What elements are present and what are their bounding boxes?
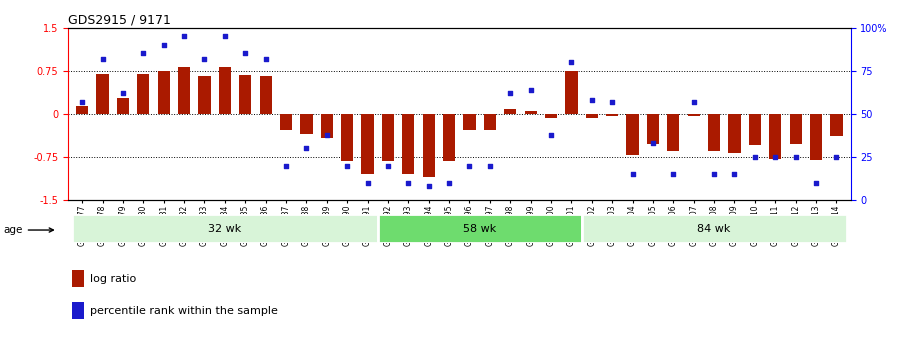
Bar bbox=[377, 214, 582, 243]
Bar bbox=[382, 114, 394, 161]
Bar bbox=[361, 114, 374, 174]
Text: GDS2915 / 9171: GDS2915 / 9171 bbox=[68, 13, 171, 27]
Bar bbox=[178, 67, 190, 114]
Bar bbox=[545, 114, 557, 118]
Point bbox=[217, 33, 232, 39]
Bar bbox=[484, 114, 496, 130]
Point bbox=[95, 56, 110, 61]
Point bbox=[462, 163, 477, 168]
Point bbox=[728, 171, 742, 177]
Point bbox=[564, 59, 578, 65]
Bar bbox=[76, 106, 89, 114]
Point bbox=[136, 51, 150, 56]
Bar bbox=[72, 214, 377, 243]
Bar bbox=[320, 114, 333, 138]
Bar bbox=[606, 114, 618, 116]
Bar bbox=[198, 77, 211, 114]
Point bbox=[381, 163, 395, 168]
Bar bbox=[239, 75, 252, 114]
Bar bbox=[423, 114, 434, 177]
Point bbox=[116, 90, 130, 96]
Bar bbox=[830, 114, 843, 136]
Bar bbox=[117, 98, 129, 114]
Point bbox=[645, 140, 660, 146]
Bar bbox=[748, 114, 761, 146]
Point bbox=[259, 56, 273, 61]
Point bbox=[585, 97, 599, 103]
Point bbox=[422, 184, 436, 189]
Bar bbox=[586, 114, 598, 118]
Point bbox=[300, 146, 314, 151]
Point bbox=[809, 180, 824, 186]
Bar bbox=[789, 114, 802, 144]
Bar bbox=[260, 77, 271, 114]
Point bbox=[157, 42, 171, 48]
Point bbox=[625, 171, 640, 177]
Point bbox=[401, 180, 415, 186]
Point bbox=[238, 51, 252, 56]
Bar bbox=[647, 114, 659, 144]
Bar bbox=[769, 114, 781, 159]
Bar bbox=[97, 73, 109, 114]
Bar bbox=[504, 109, 517, 114]
Point bbox=[176, 33, 191, 39]
Bar bbox=[138, 73, 149, 114]
Bar bbox=[566, 71, 577, 114]
Point bbox=[340, 163, 355, 168]
Bar bbox=[708, 114, 720, 151]
Bar bbox=[402, 114, 414, 174]
Bar bbox=[443, 114, 455, 161]
Bar bbox=[810, 114, 822, 160]
Bar bbox=[667, 114, 680, 151]
Bar bbox=[525, 111, 537, 114]
Point bbox=[197, 56, 212, 61]
Bar bbox=[72, 270, 83, 287]
Bar bbox=[280, 114, 292, 130]
Point bbox=[666, 171, 681, 177]
Bar bbox=[729, 114, 740, 153]
Point bbox=[544, 132, 558, 137]
Point bbox=[748, 154, 762, 160]
Point bbox=[503, 90, 518, 96]
Point bbox=[605, 99, 619, 105]
Point bbox=[360, 180, 375, 186]
Point bbox=[788, 154, 803, 160]
Text: age: age bbox=[4, 225, 53, 235]
Bar bbox=[341, 114, 353, 161]
Point bbox=[707, 171, 721, 177]
Point bbox=[75, 99, 90, 105]
Bar bbox=[463, 114, 476, 130]
Bar bbox=[219, 67, 231, 114]
Point bbox=[768, 154, 783, 160]
Bar bbox=[688, 114, 700, 116]
Text: log ratio: log ratio bbox=[90, 274, 137, 284]
Bar bbox=[582, 214, 846, 243]
Bar bbox=[626, 114, 639, 155]
Point bbox=[482, 163, 497, 168]
Bar bbox=[157, 71, 170, 114]
Point bbox=[523, 87, 538, 92]
Text: 84 wk: 84 wk bbox=[698, 224, 731, 234]
Text: 58 wk: 58 wk bbox=[463, 224, 496, 234]
Point bbox=[829, 154, 843, 160]
Point bbox=[442, 180, 456, 186]
Point bbox=[279, 163, 293, 168]
Point bbox=[687, 99, 701, 105]
Bar bbox=[300, 114, 312, 134]
Text: 32 wk: 32 wk bbox=[208, 224, 242, 234]
Bar bbox=[72, 302, 83, 319]
Text: percentile rank within the sample: percentile rank within the sample bbox=[90, 306, 279, 316]
Point bbox=[319, 132, 334, 137]
